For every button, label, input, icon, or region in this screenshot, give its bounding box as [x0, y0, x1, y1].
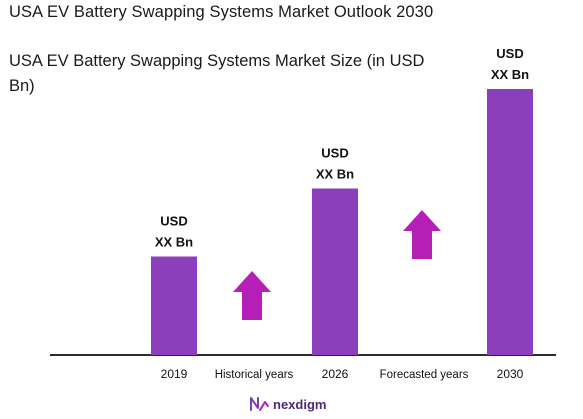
growth-arrow-icon — [233, 271, 271, 320]
bar-2019 — [151, 256, 197, 355]
data-label-line1: USD — [160, 213, 187, 228]
page-title: USA EV Battery Swapping Systems Market O… — [9, 3, 434, 21]
brand-logo: nexdigm — [248, 393, 326, 415]
growth-arrow-icon — [403, 210, 441, 259]
data-label-line2: XX Bn — [491, 67, 529, 82]
x-tick-label: 2026 — [322, 367, 349, 381]
x-tick-label: 2019 — [161, 367, 188, 381]
data-label-line2: XX Bn — [316, 167, 354, 182]
bar-2030 — [487, 89, 533, 355]
data-label-line1: USD — [496, 46, 523, 61]
nexdigm-logo-icon — [250, 397, 269, 411]
brand-name: nexdigm — [273, 396, 327, 412]
data-label-line1: USD — [321, 146, 348, 161]
x-tick-label: 2030 — [497, 367, 524, 381]
period-label: Historical years — [215, 369, 294, 381]
data-label-line2: XX Bn — [155, 234, 193, 249]
period-label: Forecasted years — [380, 369, 469, 381]
chart-title: USA EV Battery Swapping Systems Market S… — [9, 52, 425, 95]
bar-2026 — [312, 188, 358, 355]
